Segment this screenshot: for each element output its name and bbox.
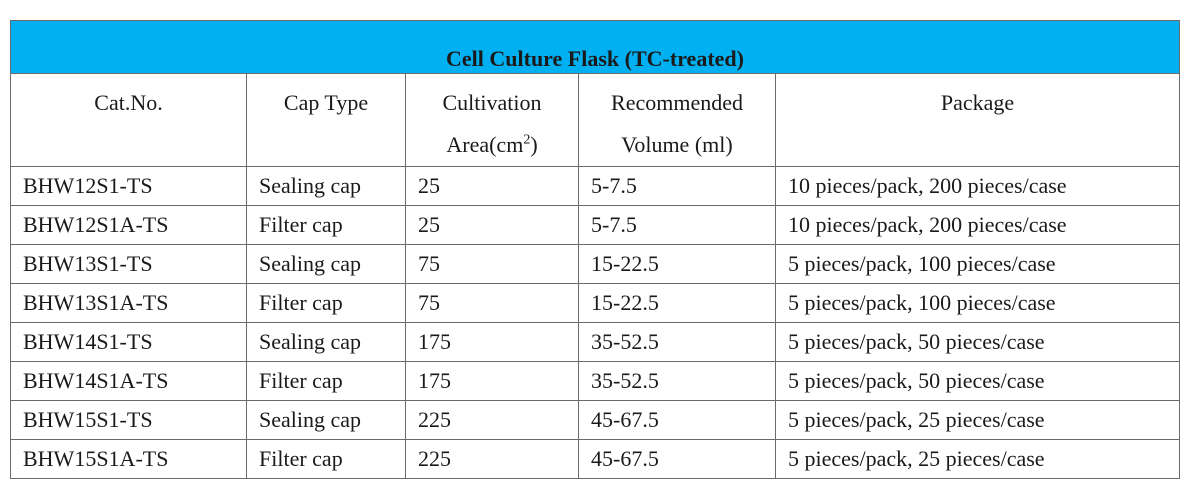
cell-cap-type: Filter cap [246, 361, 406, 401]
cell-cap-type: Sealing cap [246, 244, 406, 284]
table-row: BHW12S1-TS Sealing cap 25 5-7.5 10 pieces/pa… [10, 166, 1180, 206]
header-area-prefix: Area(cm [446, 132, 524, 157]
cell-package: 10 pieces/pack, 200 pieces/case [775, 166, 1180, 206]
product-table: Cell Culture Flask (TC-treated) Cat.No. … [10, 20, 1180, 479]
cell-cultivation-area: 225 [405, 439, 579, 479]
table-row: BHW15S1A-TS Filter cap 225 45-67.5 5 pieces/… [10, 439, 1180, 479]
cell-cap-type: Filter cap [246, 283, 406, 323]
header-area-line2: Area(cm2) [406, 124, 578, 166]
cell-package: 10 pieces/pack, 200 pieces/case [775, 205, 1180, 245]
cell-cultivation-area: 25 [405, 166, 579, 206]
cell-cat-no: BHW15S1A-TS [10, 439, 247, 479]
cell-cat-no: BHW12S1A-TS [10, 205, 247, 245]
header-area-suffix: ) [530, 132, 538, 157]
header-cap-type: Cap Type [246, 73, 406, 167]
header-recommended-volume: Recommended Volume (ml) [578, 73, 776, 167]
cell-cap-type: Filter cap [246, 439, 406, 479]
cell-cultivation-area: 75 [405, 244, 579, 284]
cell-cultivation-area: 175 [405, 322, 579, 362]
cell-cat-no: BHW12S1-TS [10, 166, 247, 206]
table-row: BHW14S1-TS Sealing cap 175 35-52.5 5 pieces/… [10, 322, 1180, 362]
table-row: BHW13S1A-TS Filter cap 75 15-22.5 5 pieces/p… [10, 283, 1180, 323]
cell-cat-no: BHW15S1-TS [10, 400, 247, 440]
cell-cap-type: Filter cap [246, 205, 406, 245]
cell-recommended-volume: 45-67.5 [578, 439, 776, 479]
cell-recommended-volume: 15-22.5 [578, 244, 776, 284]
cell-cat-no: BHW13S1-TS [10, 244, 247, 284]
table-row: BHW15S1-TS Sealing cap 225 45-67.5 5 pieces/… [10, 400, 1180, 440]
header-area-line1: Cultivation [442, 90, 542, 115]
cell-recommended-volume: 45-67.5 [578, 400, 776, 440]
header-volume-line1: Recommended [611, 90, 743, 115]
cell-package: 5 pieces/pack, 25 pieces/case [775, 400, 1180, 440]
table-body: BHW12S1-TS Sealing cap 25 5-7.5 10 pieces/pa… [10, 166, 1180, 479]
cell-cat-no: BHW13S1A-TS [10, 283, 247, 323]
cell-recommended-volume: 5-7.5 [578, 166, 776, 206]
cell-cultivation-area: 25 [405, 205, 579, 245]
table-row: BHW12S1A-TS Filter cap 25 5-7.5 10 pieces/pa… [10, 205, 1180, 245]
table-row: BHW13S1-TS Sealing cap 75 15-22.5 5 pieces/p… [10, 244, 1180, 284]
header-cultivation-area: Cultivation Area(cm2) [405, 73, 579, 167]
cell-cultivation-area: 225 [405, 400, 579, 440]
cell-package: 5 pieces/pack, 50 pieces/case [775, 361, 1180, 401]
cell-cap-type: Sealing cap [246, 322, 406, 362]
header-cat-no: Cat.No. [10, 73, 247, 167]
table-title-row: Cell Culture Flask (TC-treated) [10, 20, 1180, 74]
cell-cat-no: BHW14S1-TS [10, 322, 247, 362]
cell-package: 5 pieces/pack, 50 pieces/case [775, 322, 1180, 362]
cell-cap-type: Sealing cap [246, 166, 406, 206]
header-volume-line2: Volume (ml) [621, 132, 733, 157]
cell-recommended-volume: 5-7.5 [578, 205, 776, 245]
table-title-text: Cell Culture Flask (TC-treated) [446, 46, 744, 71]
cell-package: 5 pieces/pack, 25 pieces/case [775, 439, 1180, 479]
table-title: Cell Culture Flask (TC-treated) [10, 20, 1180, 74]
cell-cap-type: Sealing cap [246, 400, 406, 440]
cell-recommended-volume: 35-52.5 [578, 322, 776, 362]
cell-package: 5 pieces/pack, 100 pieces/case [775, 283, 1180, 323]
table-header-row: Cat.No. Cap Type Cultivation Area(cm2) R… [10, 73, 1180, 167]
cell-cultivation-area: 75 [405, 283, 579, 323]
cell-recommended-volume: 15-22.5 [578, 283, 776, 323]
cell-package: 5 pieces/pack, 100 pieces/case [775, 244, 1180, 284]
cell-cat-no: BHW14S1A-TS [10, 361, 247, 401]
cell-recommended-volume: 35-52.5 [578, 361, 776, 401]
header-package: Package [775, 73, 1180, 167]
table-row: BHW14S1A-TS Filter cap 175 35-52.5 5 pieces/… [10, 361, 1180, 401]
header-area-sup: 2 [523, 132, 531, 148]
cell-cultivation-area: 175 [405, 361, 579, 401]
